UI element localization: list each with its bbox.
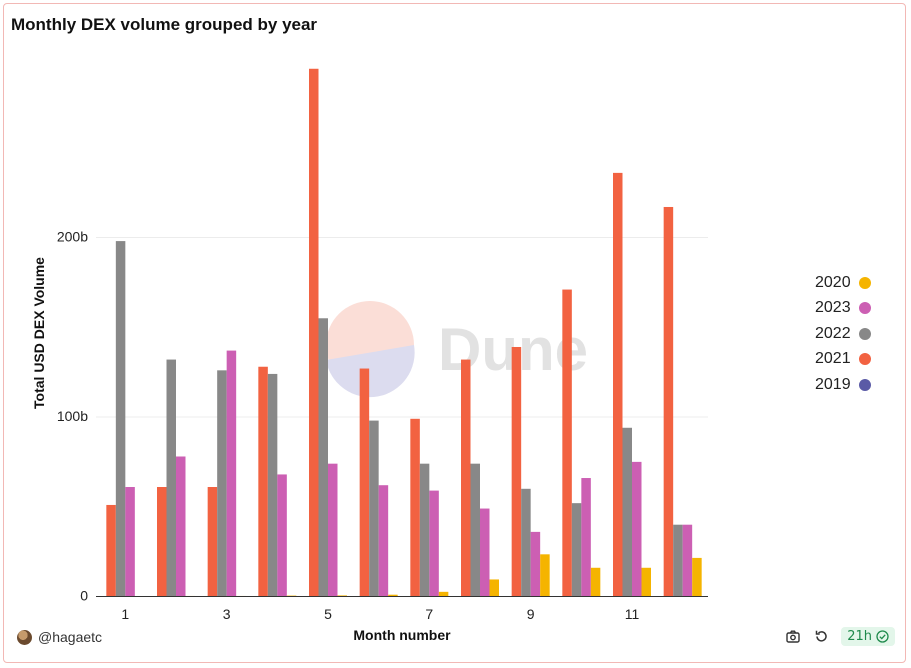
- bar-2020-month-9[interactable]: [540, 554, 550, 597]
- refresh-badge[interactable]: 21h: [841, 627, 895, 646]
- bar-2022-month-11[interactable]: [622, 427, 633, 597]
- legend-label: 2020: [815, 273, 851, 291]
- bar-2023-month-12[interactable]: [682, 524, 693, 597]
- y-tick-label: 100b: [57, 408, 88, 424]
- bar-2021-month-5[interactable]: [309, 68, 319, 597]
- bar-2023-month-6[interactable]: [378, 485, 389, 597]
- x-tick-labels: 1 3 5 7 9 11: [121, 606, 639, 622]
- bar-2020-month-6[interactable]: [388, 594, 398, 597]
- bar-2022-month-8[interactable]: [470, 463, 481, 597]
- bar-2020-month-5[interactable]: [337, 595, 348, 597]
- legend-label: 2019: [815, 375, 851, 393]
- chart-card: [3, 3, 906, 663]
- legend-dot: [858, 302, 871, 315]
- legend-item-2023[interactable]: 2023: [815, 296, 871, 322]
- bar-2021-month-6[interactable]: [359, 368, 370, 597]
- bar-2022-month-7[interactable]: [419, 463, 430, 597]
- camera-icon[interactable]: [785, 629, 801, 645]
- bar-2021-month-8[interactable]: [461, 359, 471, 597]
- bar-2021-month-2[interactable]: [157, 487, 167, 597]
- bar-2021-month-9[interactable]: [511, 346, 522, 597]
- bar-2023-month-3[interactable]: [226, 350, 237, 597]
- avatar: [17, 629, 32, 645]
- bar-2021-month-4[interactable]: [258, 366, 268, 597]
- bars: [106, 68, 702, 597]
- bar-2021-month-11[interactable]: [613, 172, 623, 597]
- legend-item-2019[interactable]: 2019: [815, 372, 871, 398]
- bar-2021-month-1[interactable]: [106, 504, 116, 597]
- bar-2020-month-12[interactable]: [692, 557, 702, 597]
- refresh-badge-text: 21h: [847, 629, 872, 644]
- y-tick-label: 200b: [57, 229, 88, 245]
- legend-label: 2022: [815, 324, 851, 342]
- bar-2023-month-7[interactable]: [429, 490, 439, 597]
- author-handle: @hagaetc: [38, 629, 103, 645]
- bar-2022-month-10[interactable]: [571, 503, 582, 597]
- chart-title: Monthly DEX volume grouped by year: [11, 15, 318, 34]
- x-axis-label: Month number: [353, 627, 451, 643]
- bar-2023-month-10[interactable]: [581, 478, 591, 597]
- legend-item-2020[interactable]: 2020: [815, 270, 871, 296]
- bar-2023-month-11[interactable]: [632, 461, 642, 597]
- legend-dot: [858, 276, 871, 289]
- author[interactable]: @hagaetc: [17, 629, 102, 645]
- bar-2021-month-10[interactable]: [562, 289, 572, 597]
- y-axis-label: Total USD DEX Volume: [31, 257, 47, 409]
- bar-2023-month-5[interactable]: [328, 463, 338, 597]
- bar-2023-month-4[interactable]: [277, 474, 287, 597]
- x-tick-label: 1: [121, 606, 129, 622]
- footer-actions: 21h: [785, 627, 895, 646]
- bar-2023-month-8[interactable]: [480, 508, 490, 597]
- bar-2021-month-7[interactable]: [410, 418, 420, 597]
- bar-2022-month-9[interactable]: [521, 488, 531, 597]
- legend-dot: [858, 378, 871, 391]
- bar-2020-month-10[interactable]: [590, 567, 601, 597]
- bar-2023-month-2[interactable]: [176, 456, 186, 597]
- legend-label: 2023: [815, 299, 851, 317]
- bar-2020-month-7[interactable]: [438, 591, 449, 597]
- bar-2022-month-3[interactable]: [217, 370, 227, 597]
- legend: 2020 2023 2022 2021 2019: [815, 270, 871, 398]
- bar-2022-month-1[interactable]: [115, 241, 126, 597]
- bar-2022-month-4[interactable]: [267, 373, 278, 597]
- legend-item-2022[interactable]: 2022: [815, 321, 871, 347]
- x-tick-label: 7: [425, 606, 433, 622]
- refresh-icon[interactable]: [813, 629, 829, 645]
- bar-2020-month-11[interactable]: [641, 567, 652, 597]
- y-tick-label: 0: [80, 588, 88, 604]
- bar-2022-month-12[interactable]: [673, 524, 683, 597]
- x-tick-label: 5: [324, 606, 332, 622]
- legend-dot: [858, 353, 871, 366]
- x-tick-label: 11: [625, 606, 640, 622]
- bar-2021-month-12[interactable]: [663, 206, 674, 597]
- y-tick-labels: 0 100b 200b: [57, 229, 88, 604]
- bar-2023-month-1[interactable]: [125, 487, 135, 597]
- bar-2021-month-3[interactable]: [207, 487, 218, 597]
- check-circle-icon: [876, 630, 889, 643]
- legend-label: 2021: [815, 350, 851, 368]
- bar-2022-month-5[interactable]: [318, 318, 329, 597]
- x-tick-label: 9: [527, 606, 535, 622]
- gridlines: [96, 237, 708, 418]
- x-tick-label: 3: [223, 606, 231, 622]
- bar-2023-month-9[interactable]: [530, 531, 541, 597]
- legend-item-2021[interactable]: 2021: [815, 347, 871, 373]
- bar-2022-month-6[interactable]: [369, 420, 379, 597]
- bar-2022-month-2[interactable]: [166, 359, 177, 597]
- bar-2020-month-8[interactable]: [489, 579, 500, 597]
- legend-dot: [858, 327, 871, 340]
